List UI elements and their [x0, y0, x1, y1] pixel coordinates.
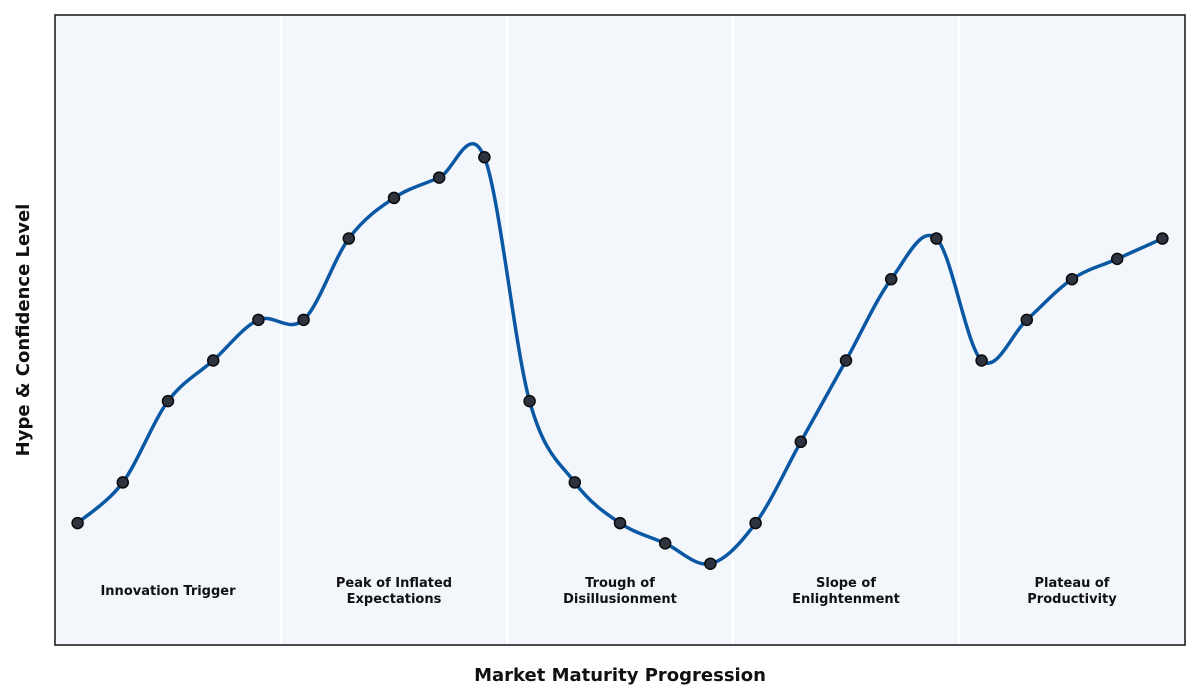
- plot-background: [55, 15, 1185, 645]
- x-axis-label: Market Maturity Progression: [474, 665, 766, 686]
- data-point: [342, 232, 356, 245]
- data-point: [206, 354, 220, 367]
- data-point: [1110, 252, 1124, 266]
- data-point: [658, 537, 672, 550]
- data-point: [478, 151, 491, 164]
- y-axis-label: Hype & Confidence Level: [13, 204, 34, 457]
- data-point: [704, 557, 717, 570]
- data-point: [1065, 272, 1079, 286]
- data-points: [71, 151, 1169, 570]
- phase-label: Innovation Trigger: [100, 584, 236, 599]
- phase-label: Peak of Inflated: [336, 576, 452, 591]
- data-point: [884, 272, 898, 286]
- data-point: [794, 435, 808, 449]
- data-point: [523, 394, 536, 408]
- data-point: [116, 476, 130, 489]
- data-point: [161, 394, 175, 408]
- data-point: [975, 354, 988, 367]
- phase-label: Plateau of: [1035, 576, 1110, 591]
- data-point: [252, 313, 265, 327]
- data-point: [749, 516, 762, 530]
- data-point: [613, 516, 627, 530]
- data-point: [387, 191, 401, 205]
- data-point: [930, 232, 943, 245]
- phase-label: Trough of: [585, 576, 655, 591]
- data-point: [297, 313, 310, 327]
- plot-frame: [54, 14, 1186, 646]
- phase-dividers: [280, 15, 960, 645]
- phase-label: Expectations: [347, 592, 442, 607]
- data-point: [432, 171, 446, 184]
- data-point: [1156, 232, 1169, 245]
- phase-label: Productivity: [1027, 592, 1117, 607]
- phase-label: Disillusionment: [563, 592, 677, 607]
- data-point: [839, 354, 853, 367]
- data-point: [568, 476, 582, 489]
- data-point: [71, 516, 84, 530]
- phase-label: Enlightenment: [792, 592, 900, 607]
- data-point: [1020, 313, 1034, 327]
- phase-label: Slope of: [816, 576, 876, 591]
- phase-labels: Innovation Trigger Peak of InflatedExpect…: [100, 576, 1117, 607]
